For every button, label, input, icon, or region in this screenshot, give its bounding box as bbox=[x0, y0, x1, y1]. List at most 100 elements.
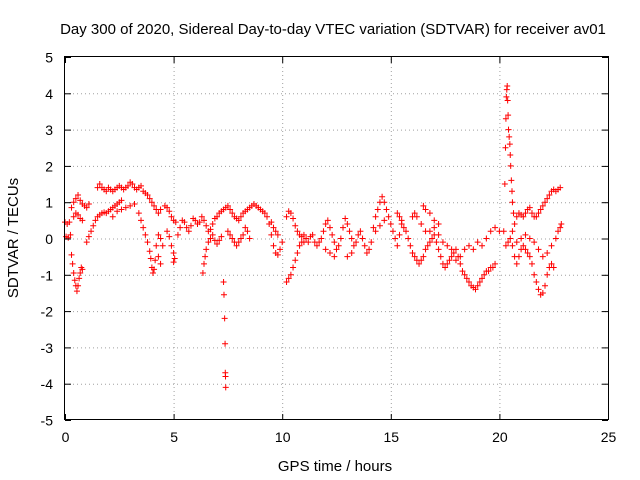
data-point bbox=[442, 264, 449, 271]
data-point bbox=[500, 228, 507, 235]
data-point bbox=[505, 112, 512, 119]
data-point bbox=[346, 228, 353, 235]
y-tick-label: 2 bbox=[45, 158, 53, 174]
data-point bbox=[172, 219, 179, 226]
data-point bbox=[489, 264, 496, 271]
data-point bbox=[465, 242, 472, 249]
data-point bbox=[504, 83, 511, 90]
data-point bbox=[463, 275, 470, 282]
data-point bbox=[422, 206, 429, 213]
x-tick-labels: 0 5 10 15 20 25 bbox=[62, 429, 617, 445]
data-point bbox=[67, 231, 74, 238]
data-point bbox=[216, 237, 223, 244]
data-point bbox=[329, 231, 336, 238]
data-point bbox=[240, 231, 247, 238]
data-point bbox=[383, 206, 390, 213]
data-point bbox=[513, 213, 520, 220]
data-point bbox=[555, 228, 562, 235]
data-point bbox=[361, 242, 368, 249]
data-point bbox=[122, 204, 129, 211]
data-point bbox=[481, 271, 488, 278]
data-point bbox=[92, 217, 99, 224]
data-point bbox=[340, 224, 347, 231]
data-point bbox=[492, 260, 499, 267]
data-point bbox=[149, 269, 156, 276]
data-point bbox=[196, 219, 203, 226]
data-point bbox=[439, 239, 446, 246]
data-point bbox=[127, 202, 134, 209]
data-point bbox=[433, 239, 440, 246]
data-point bbox=[531, 271, 538, 278]
data-point bbox=[90, 222, 97, 229]
data-point bbox=[513, 239, 520, 246]
data-point bbox=[429, 235, 436, 242]
data-point bbox=[326, 224, 333, 231]
data-point bbox=[348, 250, 355, 257]
data-point bbox=[501, 181, 508, 188]
data-point bbox=[444, 242, 451, 249]
data-point bbox=[221, 315, 228, 322]
data-point bbox=[300, 231, 307, 238]
y-tick-label: -4 bbox=[41, 376, 54, 392]
data-point bbox=[409, 250, 416, 257]
data-point bbox=[511, 220, 518, 227]
data-point bbox=[385, 213, 392, 220]
data-point bbox=[420, 202, 427, 209]
data-point bbox=[146, 248, 153, 255]
data-point bbox=[548, 242, 555, 249]
data-point bbox=[73, 288, 80, 295]
data-point bbox=[144, 191, 151, 198]
grid-lines bbox=[65, 57, 608, 420]
data-point bbox=[437, 253, 444, 260]
data-point bbox=[174, 231, 181, 238]
data-point bbox=[68, 251, 75, 258]
data-point bbox=[528, 260, 535, 267]
data-point bbox=[407, 242, 414, 249]
data-point bbox=[79, 266, 86, 273]
data-point bbox=[283, 213, 290, 220]
data-point bbox=[199, 269, 206, 276]
data-point bbox=[205, 239, 212, 246]
data-point bbox=[518, 235, 525, 242]
data-point bbox=[279, 239, 286, 246]
data-point bbox=[465, 279, 472, 286]
data-point bbox=[372, 213, 379, 220]
data-point bbox=[431, 224, 438, 231]
x-tick-label: 10 bbox=[275, 429, 291, 445]
data-point bbox=[474, 282, 481, 289]
data-point bbox=[237, 213, 244, 220]
data-point bbox=[470, 246, 477, 253]
data-point bbox=[479, 275, 486, 282]
data-point bbox=[526, 204, 533, 211]
data-point bbox=[138, 182, 145, 189]
data-point bbox=[83, 204, 90, 211]
data-point bbox=[502, 242, 509, 249]
data-point bbox=[222, 384, 229, 391]
data-point bbox=[381, 199, 388, 206]
data-point bbox=[68, 204, 75, 211]
data-point bbox=[509, 242, 516, 249]
data-point bbox=[227, 231, 234, 238]
data-point bbox=[413, 213, 420, 220]
y-axis-label: SDTVAR / TECUs bbox=[5, 178, 22, 298]
data-point bbox=[129, 181, 136, 188]
data-point bbox=[504, 97, 511, 104]
data-point bbox=[151, 266, 158, 273]
data-point bbox=[155, 231, 162, 238]
data-point bbox=[164, 228, 171, 235]
data-point bbox=[557, 224, 564, 231]
data-point bbox=[506, 141, 513, 148]
data-point bbox=[544, 271, 551, 278]
y-tick-label: -2 bbox=[41, 304, 54, 320]
data-point bbox=[528, 210, 535, 217]
data-point bbox=[103, 188, 110, 195]
data-point bbox=[142, 231, 149, 238]
data-point bbox=[509, 228, 516, 235]
data-point bbox=[303, 235, 310, 242]
data-point bbox=[207, 235, 214, 242]
data-point bbox=[398, 217, 405, 224]
x-tick-label: 0 bbox=[62, 429, 70, 445]
data-point bbox=[435, 220, 442, 227]
data-point bbox=[71, 277, 78, 284]
data-point bbox=[357, 228, 364, 235]
